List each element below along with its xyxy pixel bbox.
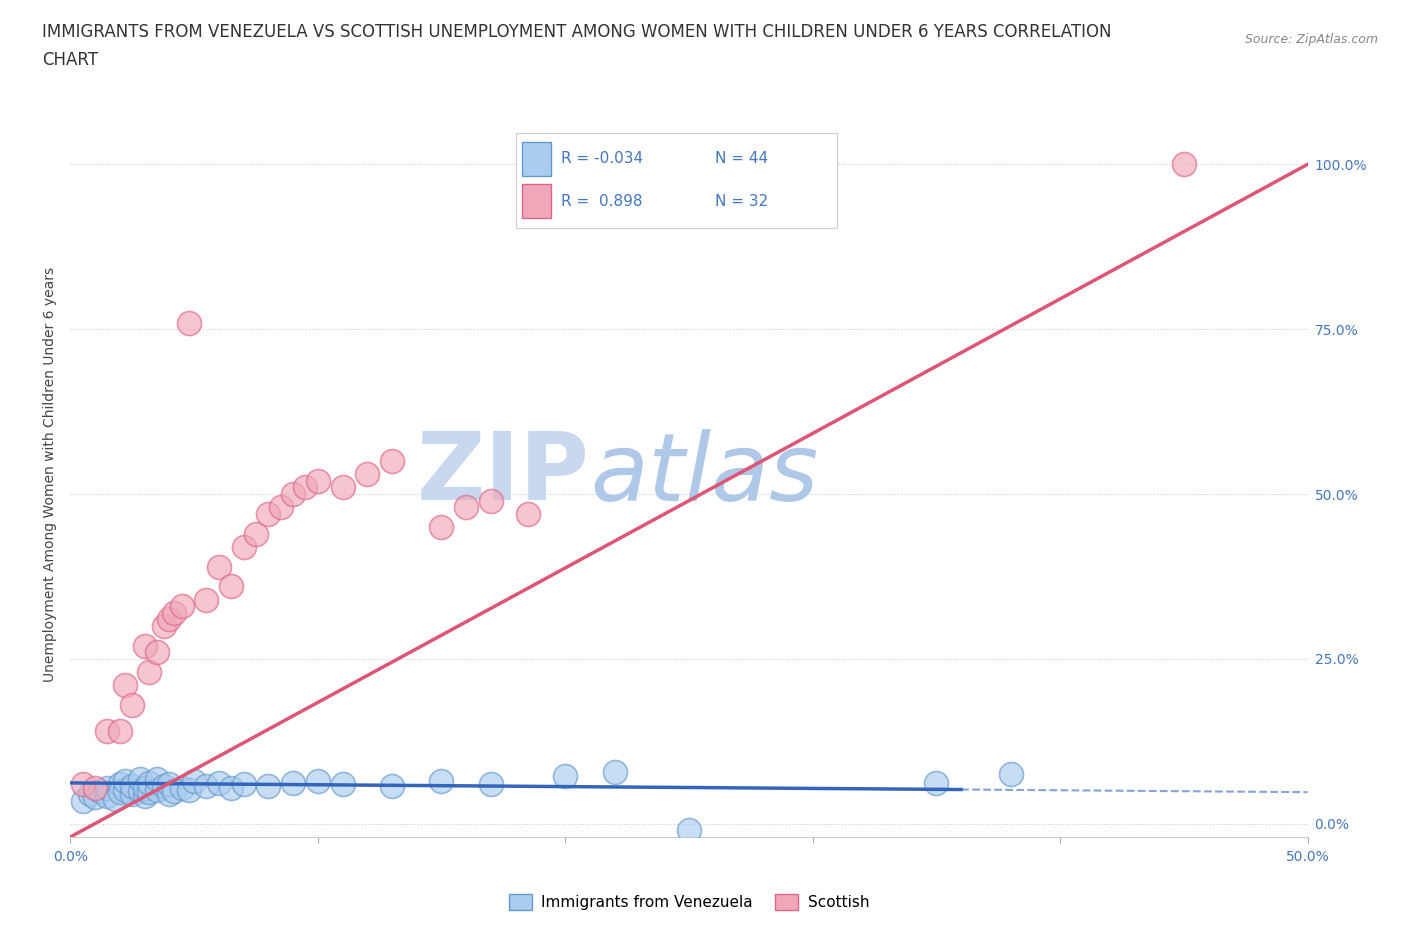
Point	[678, 823, 700, 838]
Point	[108, 785, 131, 800]
Point	[114, 678, 136, 693]
Text: atlas: atlas	[591, 429, 818, 520]
Point	[381, 778, 404, 793]
Point	[1173, 157, 1195, 172]
Point	[114, 782, 136, 797]
Point	[108, 777, 131, 791]
Point	[1000, 767, 1022, 782]
Point	[281, 486, 304, 501]
Point	[177, 315, 200, 330]
Point	[121, 698, 143, 712]
Text: Source: ZipAtlas.com: Source: ZipAtlas.com	[1244, 33, 1378, 46]
Point	[163, 605, 186, 620]
Point	[96, 780, 118, 795]
Point	[332, 480, 354, 495]
Point	[208, 776, 231, 790]
Y-axis label: Unemployment Among Women with Children Under 6 years: Unemployment Among Women with Children U…	[44, 267, 58, 682]
Point	[183, 774, 205, 789]
Point	[208, 559, 231, 574]
Point	[138, 785, 160, 800]
Point	[170, 780, 193, 795]
Point	[270, 499, 292, 514]
Point	[925, 776, 948, 790]
Point	[554, 769, 576, 784]
Point	[121, 787, 143, 802]
Point	[146, 772, 169, 787]
Point	[170, 599, 193, 614]
Point	[232, 777, 254, 791]
Point	[134, 638, 156, 653]
Point	[84, 780, 107, 795]
Point	[195, 778, 218, 793]
Point	[517, 507, 540, 522]
Point	[89, 783, 111, 798]
Point	[479, 493, 502, 508]
Point	[177, 782, 200, 797]
Point	[245, 526, 267, 541]
Point	[72, 777, 94, 791]
Point	[138, 665, 160, 680]
Point	[356, 467, 378, 482]
Point	[108, 724, 131, 739]
Point	[153, 778, 176, 793]
Legend: Immigrants from Venezuela, Scottish: Immigrants from Venezuela, Scottish	[503, 888, 875, 916]
Point	[153, 618, 176, 633]
Point	[456, 499, 478, 514]
Point	[138, 776, 160, 790]
Point	[104, 791, 127, 806]
Point	[163, 783, 186, 798]
Point	[128, 772, 150, 787]
Text: CHART: CHART	[42, 51, 98, 69]
Text: IMMIGRANTS FROM VENEZUELA VS SCOTTISH UNEMPLOYMENT AMONG WOMEN WITH CHILDREN UND: IMMIGRANTS FROM VENEZUELA VS SCOTTISH UN…	[42, 23, 1112, 41]
Point	[307, 774, 329, 789]
Point	[157, 777, 180, 791]
Point	[134, 780, 156, 795]
Point	[84, 790, 107, 804]
Point	[146, 644, 169, 659]
Point	[96, 724, 118, 739]
Point	[157, 787, 180, 802]
Point	[381, 454, 404, 469]
Point	[114, 774, 136, 789]
Point	[121, 778, 143, 793]
Point	[219, 579, 242, 594]
Point	[219, 780, 242, 795]
Point	[134, 789, 156, 804]
Point	[195, 592, 218, 607]
Point	[603, 765, 626, 780]
Text: ZIP: ZIP	[418, 429, 591, 520]
Point	[281, 776, 304, 790]
Point	[157, 612, 180, 627]
Point	[257, 507, 280, 522]
Point	[128, 783, 150, 798]
Point	[72, 793, 94, 808]
Point	[479, 777, 502, 791]
Point	[146, 782, 169, 797]
Point	[232, 539, 254, 554]
Point	[257, 778, 280, 793]
Point	[79, 787, 101, 802]
Point	[294, 480, 316, 495]
Point	[332, 777, 354, 791]
Point	[96, 789, 118, 804]
Point	[430, 520, 453, 535]
Point	[307, 473, 329, 488]
Point	[430, 774, 453, 789]
